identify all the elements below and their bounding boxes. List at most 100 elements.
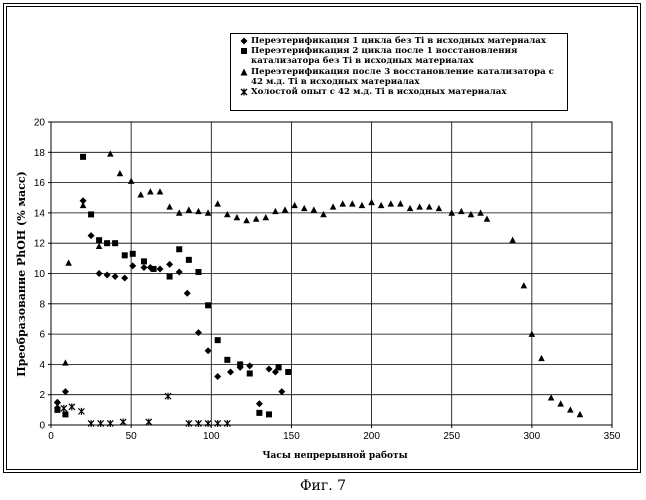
diamond-point: [246, 362, 254, 370]
square-marker-icon: [237, 46, 251, 55]
x-tick-label: 300: [524, 431, 541, 442]
cross-point: [195, 419, 202, 427]
cross-point: [87, 419, 95, 427]
legend-entry: Переэтерификация 2 цикла после 1 восстан…: [237, 46, 563, 66]
diamond-point: [87, 232, 95, 240]
square-point: [150, 265, 157, 272]
diamond-point: [129, 262, 137, 270]
cross-point: [78, 407, 85, 415]
triangle-point: [195, 207, 202, 215]
x-tick-label: 200: [363, 431, 380, 442]
diamond-point: [156, 265, 164, 273]
triangle-point: [166, 203, 173, 210]
cross-point: [223, 419, 231, 427]
triangle-point: [368, 198, 375, 206]
figure-caption: Фиг. 7: [299, 478, 347, 494]
x-tick-label: 100: [203, 431, 220, 442]
triangle-point: [320, 210, 327, 218]
triangle-point: [95, 242, 103, 250]
diamond-point: [265, 365, 273, 373]
square-point: [256, 409, 263, 416]
legend-label: Переэтерификация 1 цикла без Ti в исходн…: [251, 36, 546, 46]
triangle-point: [116, 170, 124, 177]
square-point: [176, 246, 183, 253]
legend-label: Переэтерификация 2 цикла после 1 восстан…: [251, 46, 518, 67]
diamond-point: [166, 260, 174, 268]
square-point: [62, 411, 69, 418]
triangle-point: [272, 207, 279, 215]
triangle-point: [156, 188, 164, 195]
y-tick-label: 16: [34, 178, 46, 189]
diamond-point: [121, 274, 129, 282]
triangle-point: [79, 201, 87, 209]
y-tick-label: 18: [34, 148, 46, 159]
diamond-point: [103, 271, 111, 279]
triangle-point: [291, 201, 298, 209]
triangle-point: [137, 191, 145, 198]
triangle-point: [300, 204, 308, 212]
square-point: [285, 368, 292, 375]
triangle-point: [467, 210, 475, 218]
cross-point: [185, 419, 193, 427]
triangle-point: [349, 200, 356, 207]
cross-point: [53, 401, 61, 409]
cross-point: [106, 419, 114, 427]
triangle-point: [214, 200, 221, 207]
triangle-point: [147, 188, 154, 195]
square-point: [88, 211, 95, 218]
diamond-point: [194, 329, 202, 337]
triangle-point: [329, 203, 337, 210]
x-tick-label: 0: [48, 431, 54, 442]
diamond-point: [214, 373, 222, 381]
triangle-point: [567, 406, 574, 413]
diamond-point: [175, 268, 183, 276]
triangle-point: [233, 213, 241, 221]
triangle-point: [65, 259, 72, 266]
legend-label: Холостой опыт с 42 м.д. Ti в исходных ма…: [251, 87, 507, 98]
triangle-point: [339, 200, 347, 207]
triangle-point: [448, 209, 456, 216]
triangle-point: [557, 400, 565, 407]
triangle-point: [397, 200, 404, 207]
square-point: [80, 153, 87, 160]
triangle-point: [425, 203, 433, 210]
triangle-point: [509, 236, 516, 243]
cross-point: [119, 418, 127, 426]
square-point: [214, 337, 221, 344]
triangle-point: [281, 206, 289, 213]
cross-point: [214, 419, 222, 427]
square-point: [185, 256, 192, 263]
x-tick-label: 50: [126, 431, 138, 442]
cross-point: [204, 419, 212, 427]
square-point: [237, 361, 244, 368]
square-point: [166, 273, 173, 280]
series-3: [62, 150, 584, 418]
legend: Переэтерификация 1 цикла без Ti в исходн…: [230, 33, 568, 111]
triangle-point: [377, 201, 385, 209]
triangle-point: [358, 201, 366, 209]
cross-point: [68, 403, 76, 411]
triangle-point: [107, 150, 114, 157]
triangle-point: [243, 216, 250, 224]
triangle-point: [185, 206, 193, 213]
triangle-point: [483, 215, 491, 222]
cross-point: [60, 404, 68, 412]
x-axis-label: Часы непрерывной работы: [262, 450, 407, 461]
triangle-point: [204, 209, 212, 216]
triangle-marker-icon: [237, 67, 251, 76]
triangle-point: [62, 359, 69, 366]
square-point: [224, 356, 231, 363]
triangle-point: [406, 204, 414, 212]
figure-frame: [3, 3, 641, 473]
square-point: [96, 237, 103, 244]
triangle-point: [175, 209, 183, 216]
diamond-point: [278, 388, 286, 396]
triangle-point: [224, 210, 231, 218]
diamond-point: [227, 368, 235, 376]
diamond-point: [183, 289, 191, 297]
square-point: [195, 268, 202, 275]
diamond-point: [95, 270, 103, 277]
legend-entry: Переэтерификация после 3 восстановление …: [237, 67, 563, 87]
y-axis-label: Преобразование PhOH (% масс): [15, 171, 28, 377]
